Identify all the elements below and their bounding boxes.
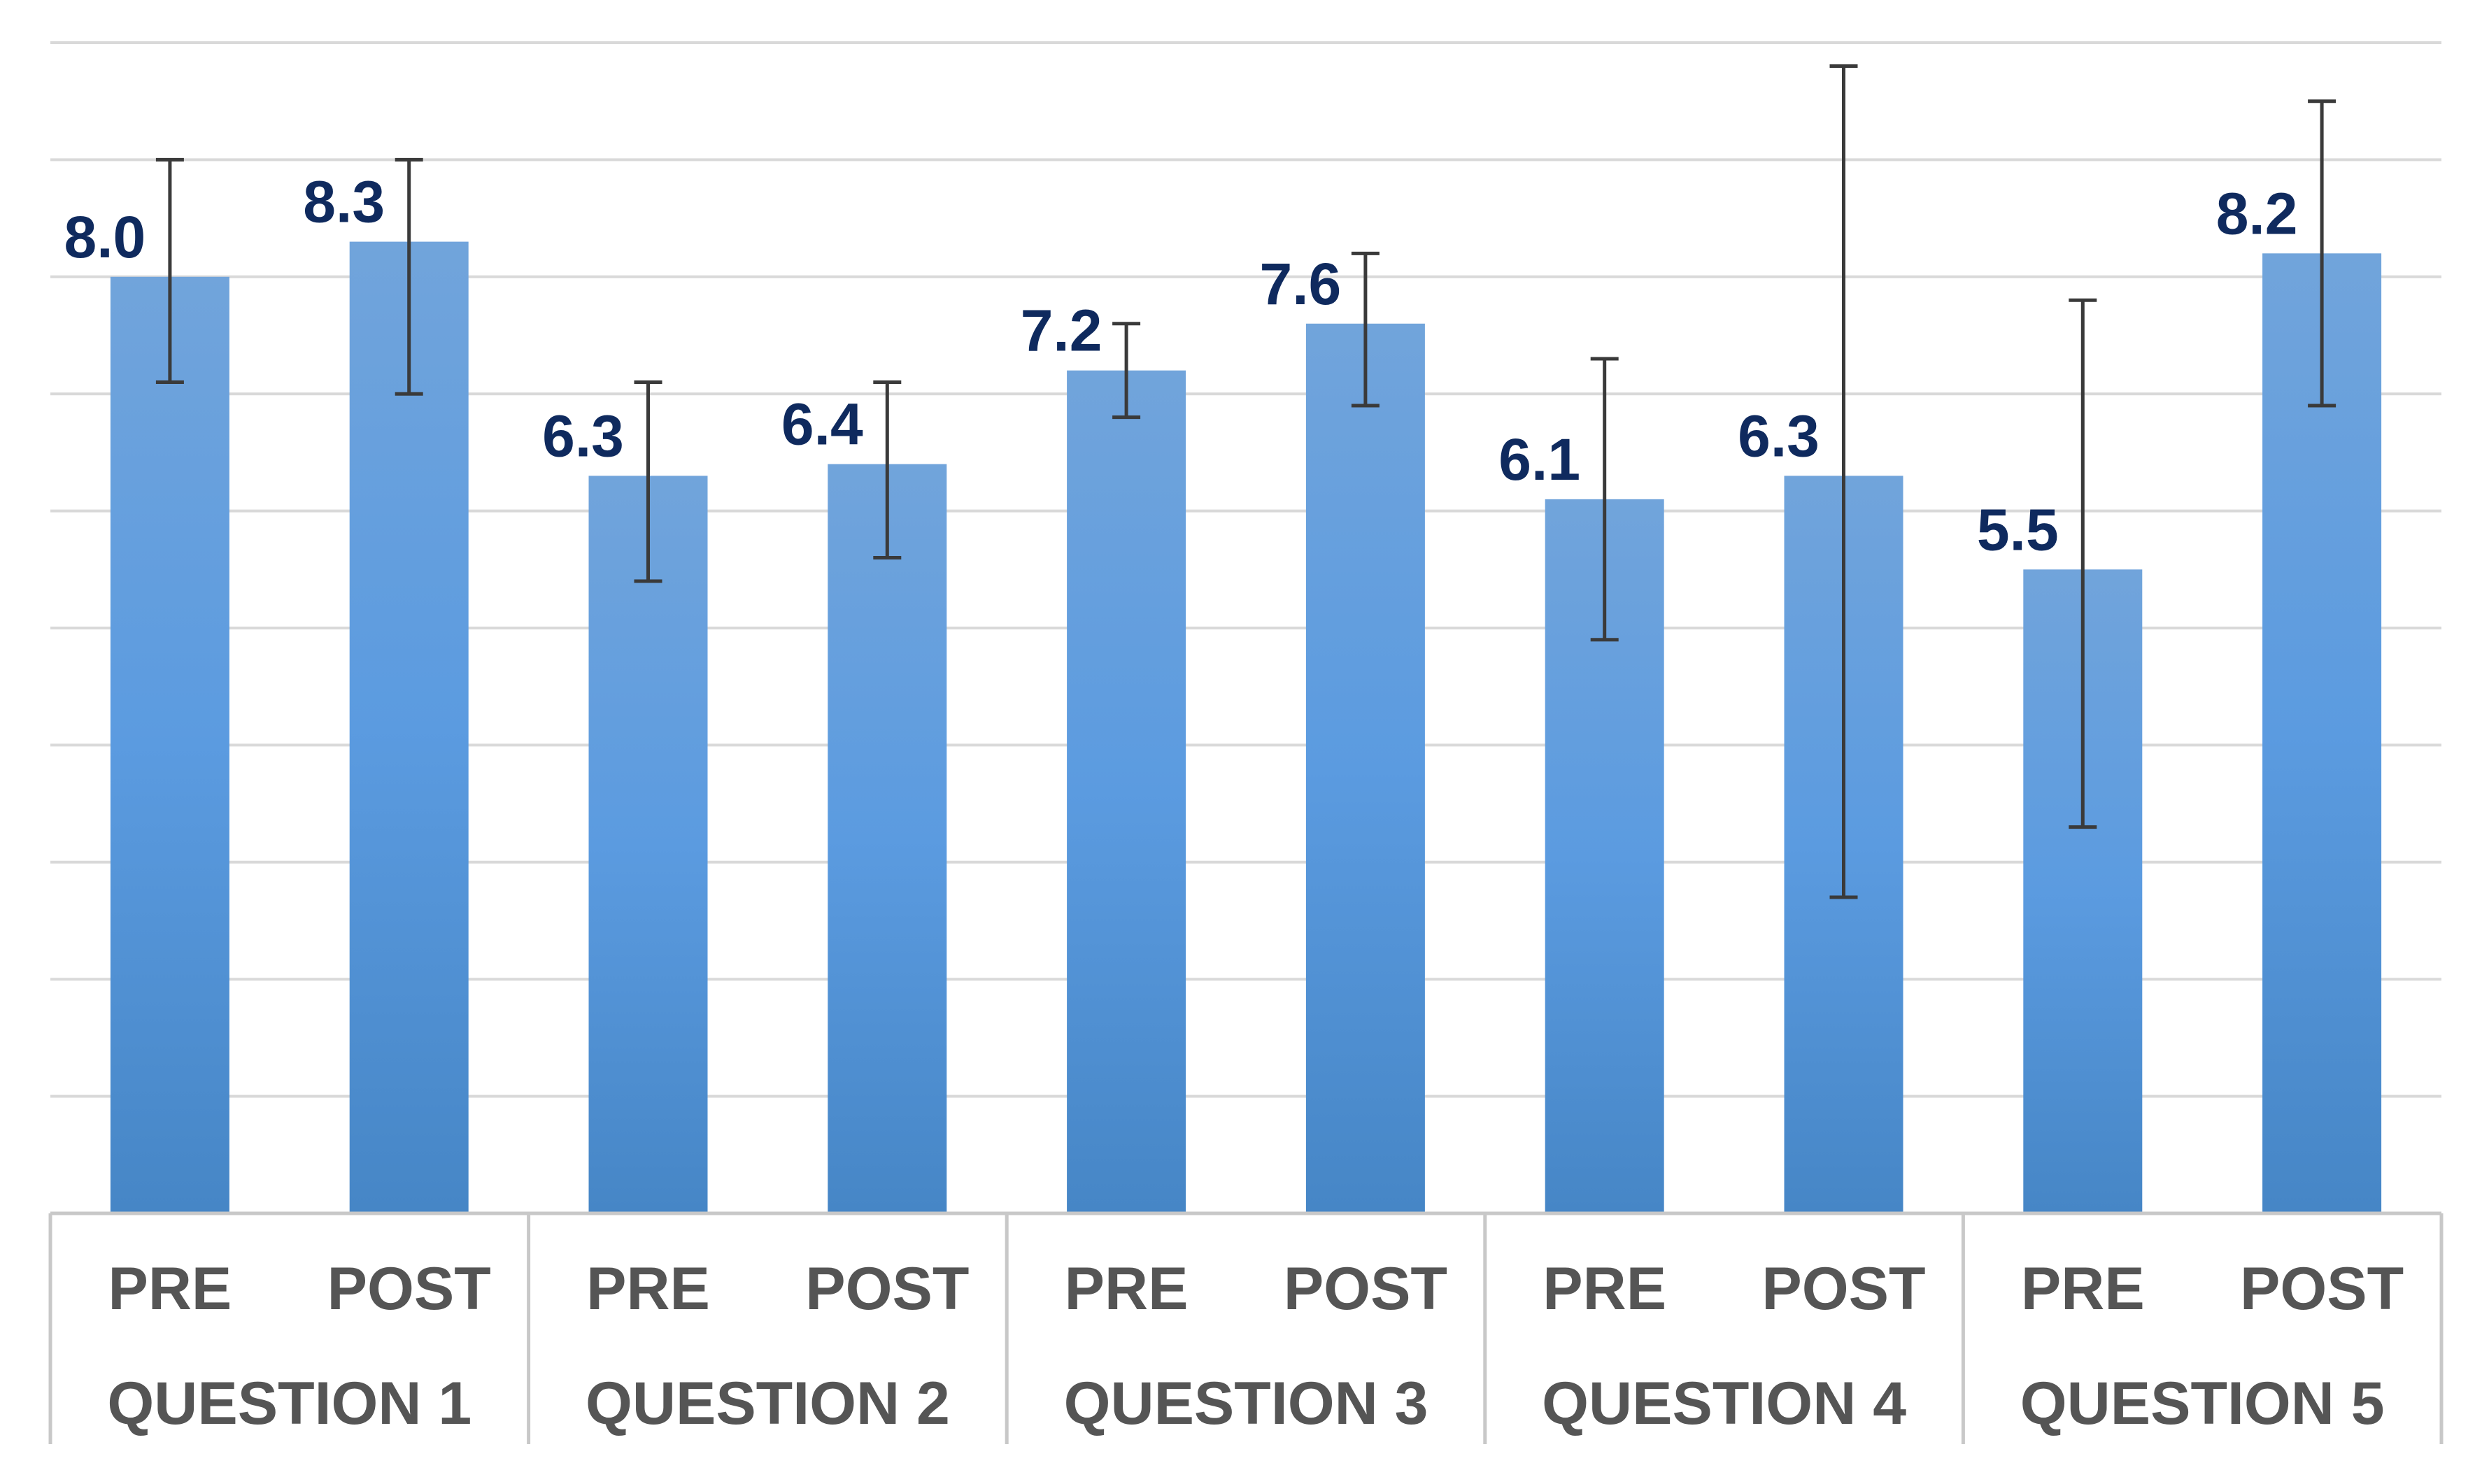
bar-pre-q1 (110, 276, 229, 1213)
bar-post-q5 (2262, 253, 2382, 1213)
value-label: 8.0 (64, 204, 146, 270)
bar-post-q3 (1305, 323, 1425, 1213)
value-label: 7.6 (1260, 251, 1342, 317)
error-bar (2069, 298, 2097, 829)
error-bar (1112, 322, 1141, 420)
error-bar (1590, 357, 1619, 642)
value-label: 8.2 (2216, 180, 2298, 246)
value-label: 6.4 (781, 392, 863, 457)
tick-label-pre: PRE (586, 1255, 710, 1322)
tick-label-post: POST (1761, 1255, 1925, 1322)
error-bar (2308, 99, 2336, 408)
error-bar (155, 157, 184, 384)
bars (110, 241, 2382, 1214)
bar-pre-q3 (1067, 370, 1186, 1213)
error-bar (1351, 251, 1380, 408)
value-label: 6.1 (1498, 427, 1580, 492)
bar-pre-q2 (588, 476, 708, 1213)
data-labels: 8.0 8.3 6.3 6.4 7.2 7.6 6.1 6.3 5.5 8.2 (64, 169, 2298, 563)
bar-post-q1 (349, 241, 469, 1214)
value-label: 5.5 (1977, 497, 2059, 562)
group-label: QUESTION 3 (1064, 1370, 1428, 1437)
error-bar (1829, 64, 1858, 899)
tick-label-pre: PRE (2021, 1255, 2145, 1322)
error-bar (395, 157, 423, 396)
value-label: 7.2 (1021, 298, 1102, 364)
error-bar (873, 380, 902, 560)
group-label: QUESTION 4 (1542, 1370, 1906, 1437)
bar-post-q2 (828, 464, 947, 1213)
tick-label-post: POST (2240, 1255, 2404, 1322)
error-bar (634, 380, 662, 583)
x-axis: PRE POST QUESTION 1 PRE POST QUESTION 2 PRE POS… (48, 1211, 2444, 1444)
tick-label-post: POST (1284, 1255, 1447, 1322)
group-label: QUESTION 1 (107, 1370, 471, 1437)
value-label: 6.3 (542, 403, 624, 469)
tick-label-pre: PRE (108, 1255, 232, 1322)
tick-label-pre: PRE (1543, 1255, 1666, 1322)
value-label: 8.3 (303, 169, 385, 235)
group-label: QUESTION 2 (586, 1370, 950, 1437)
error-bars (155, 64, 2336, 899)
value-label: 6.3 (1738, 403, 1820, 469)
tick-label-pre: PRE (1065, 1255, 1189, 1322)
tick-label-post: POST (327, 1255, 491, 1322)
group-label: QUESTION 5 (2020, 1370, 2385, 1437)
tick-label-post: POST (805, 1255, 969, 1322)
